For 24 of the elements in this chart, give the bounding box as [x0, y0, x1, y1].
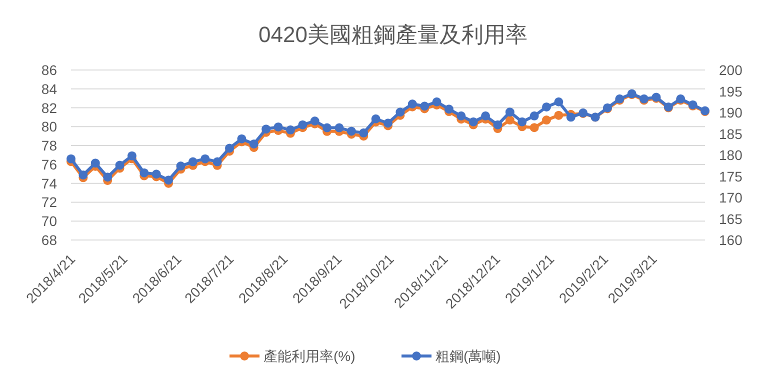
y-tick-label: 78	[41, 138, 58, 154]
y-tick-label: 72	[41, 194, 58, 210]
y2-tick-label: 190	[719, 104, 743, 120]
legend-item: 產能利用率(%)	[230, 348, 356, 364]
y2-tick-label: 160	[719, 232, 743, 248]
y-tick-label: 70	[41, 213, 58, 230]
legend-item: 粗鋼(萬噸)	[402, 348, 501, 364]
legend-label: 產能利用率(%)	[264, 348, 356, 364]
y-tick-label: 68	[41, 232, 58, 248]
y-tick-label: 82	[41, 100, 58, 116]
y-tick-label: 86	[41, 62, 58, 78]
y2-tick-label: 165	[719, 210, 743, 227]
y2-tick-label: 185	[719, 126, 743, 142]
y-tick-label: 76	[41, 156, 58, 172]
y-tick-label: 74	[41, 175, 58, 192]
title: 0420美國粗鋼產量及利用率	[258, 22, 528, 47]
y2-tick-label: 195	[719, 83, 743, 100]
y2-tick-label: 180	[719, 147, 743, 163]
y-tick-label: 80	[41, 118, 58, 135]
y2-tick-label: 175	[719, 168, 743, 184]
legend-label: 粗鋼(萬噸)	[436, 348, 501, 364]
y2-tick-label: 170	[719, 190, 743, 206]
y2-tick-label: 200	[719, 62, 743, 78]
y-tick-label: 84	[41, 80, 58, 97]
